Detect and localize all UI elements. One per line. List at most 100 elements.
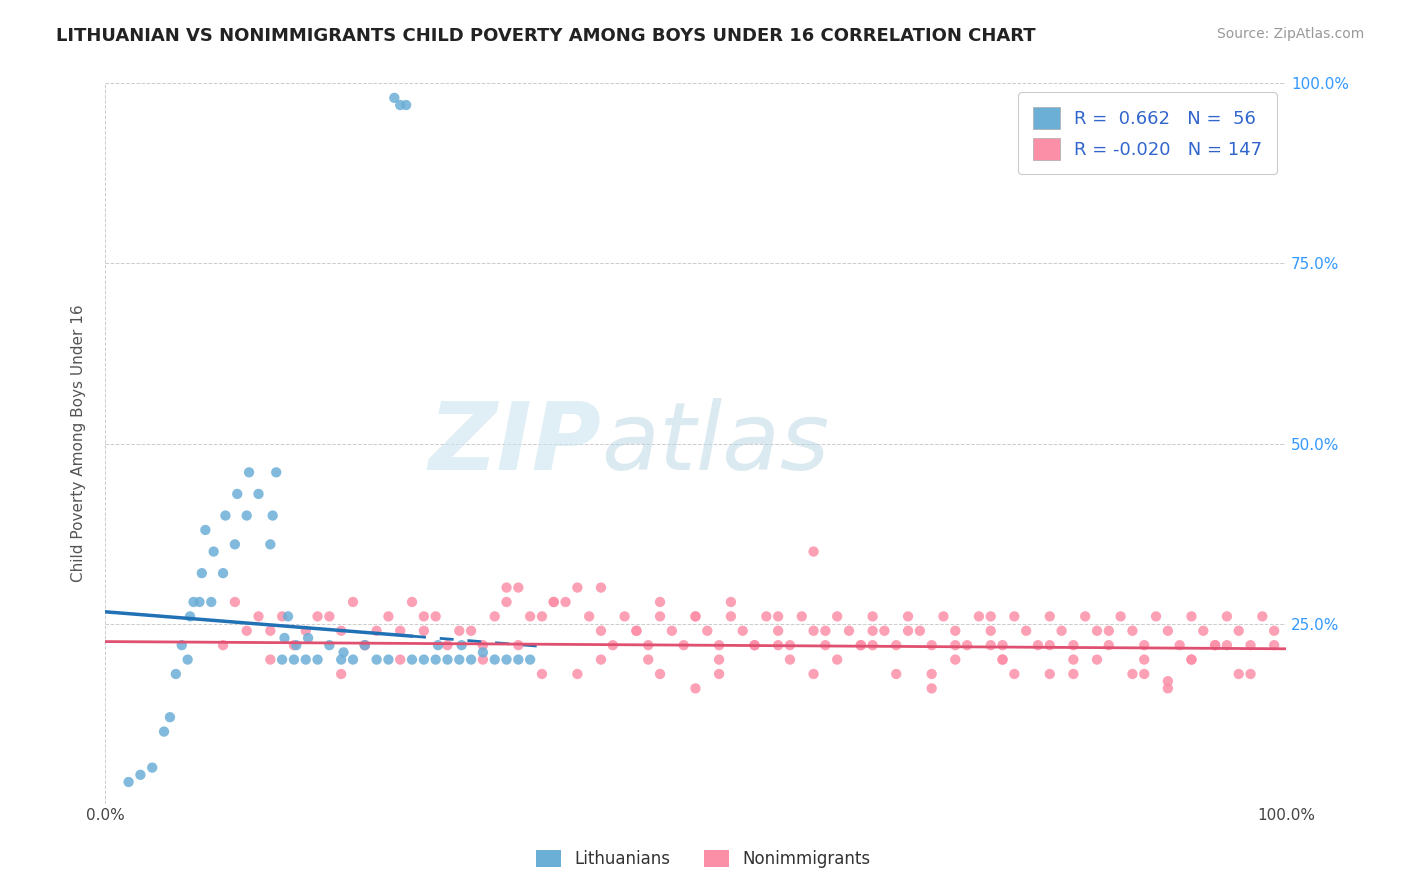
Point (353, 638, 375, 652)
Point (1180, 609, 1202, 624)
Point (332, 645, 354, 659)
Point (1263, 638, 1285, 652)
Point (1062, 667, 1084, 681)
Point (285, 638, 308, 652)
Point (779, 638, 801, 652)
Point (1039, 609, 1062, 624)
Point (508, 638, 530, 652)
Point (247, 487, 270, 501)
Point (353, 638, 375, 652)
Point (330, 624, 353, 638)
Point (602, 638, 624, 652)
Point (318, 638, 340, 652)
Point (755, 609, 778, 624)
Point (226, 487, 249, 501)
Point (1204, 638, 1226, 652)
Point (294, 652, 316, 666)
Point (212, 638, 235, 652)
Point (1133, 667, 1156, 681)
Point (271, 609, 294, 624)
Point (766, 609, 789, 624)
Point (943, 638, 966, 652)
Text: ZIP: ZIP (427, 398, 600, 490)
Point (1085, 652, 1108, 666)
Point (637, 652, 659, 666)
Point (530, 667, 553, 681)
Point (297, 631, 319, 645)
Point (766, 638, 789, 652)
Point (744, 638, 766, 652)
Point (685, 609, 707, 624)
Point (366, 624, 388, 638)
Point (543, 595, 565, 609)
Point (967, 609, 990, 624)
Point (273, 631, 295, 645)
Point (814, 638, 837, 652)
Point (224, 595, 246, 609)
Point (648, 667, 671, 681)
Point (436, 652, 458, 666)
Point (389, 98, 412, 112)
Legend: Lithuanians, Nonimmigrants: Lithuanians, Nonimmigrants (529, 843, 877, 875)
Point (554, 595, 576, 609)
Point (1109, 609, 1132, 624)
Point (395, 98, 418, 112)
Point (1168, 638, 1191, 652)
Point (159, 710, 181, 724)
Point (519, 609, 541, 624)
Point (862, 638, 884, 652)
Point (1144, 609, 1167, 624)
Point (1098, 638, 1121, 652)
Point (176, 652, 198, 666)
Point (1039, 667, 1062, 681)
Point (1192, 624, 1215, 638)
Point (1204, 638, 1226, 652)
Point (1239, 638, 1261, 652)
Point (1216, 609, 1239, 624)
Point (744, 638, 766, 652)
Point (589, 624, 612, 638)
Point (884, 667, 907, 681)
Point (589, 581, 612, 595)
Point (862, 624, 884, 638)
Point (412, 652, 434, 666)
Point (980, 609, 1002, 624)
Point (1121, 667, 1143, 681)
Point (401, 652, 423, 666)
Point (449, 652, 471, 666)
Point (412, 624, 434, 638)
Point (425, 609, 447, 624)
Point (342, 652, 364, 666)
Point (235, 508, 257, 523)
Point (720, 595, 742, 609)
Point (943, 652, 966, 666)
Text: LITHUANIAN VS NONIMMIGRANTS CHILD POVERTY AMONG BOYS UNDER 16 CORRELATION CHART: LITHUANIAN VS NONIMMIGRANTS CHILD POVERT… (56, 27, 1036, 45)
Point (921, 667, 943, 681)
Point (626, 624, 648, 638)
Point (377, 609, 399, 624)
Point (707, 638, 730, 652)
Point (377, 652, 399, 666)
Point (484, 652, 506, 666)
Point (495, 581, 517, 595)
Point (1015, 624, 1038, 638)
Point (731, 624, 754, 638)
Point (1026, 638, 1049, 652)
Point (436, 638, 458, 652)
Point (1157, 624, 1180, 638)
Point (484, 609, 506, 624)
Point (543, 595, 565, 609)
Point (307, 609, 329, 624)
Point (908, 624, 931, 638)
Point (117, 775, 139, 789)
Point (235, 624, 257, 638)
Point (259, 624, 281, 638)
Point (589, 652, 612, 666)
Point (471, 645, 494, 659)
Point (1085, 624, 1108, 638)
Point (943, 624, 966, 638)
Point (495, 595, 517, 609)
Point (685, 609, 707, 624)
Point (825, 609, 848, 624)
Point (170, 638, 193, 652)
